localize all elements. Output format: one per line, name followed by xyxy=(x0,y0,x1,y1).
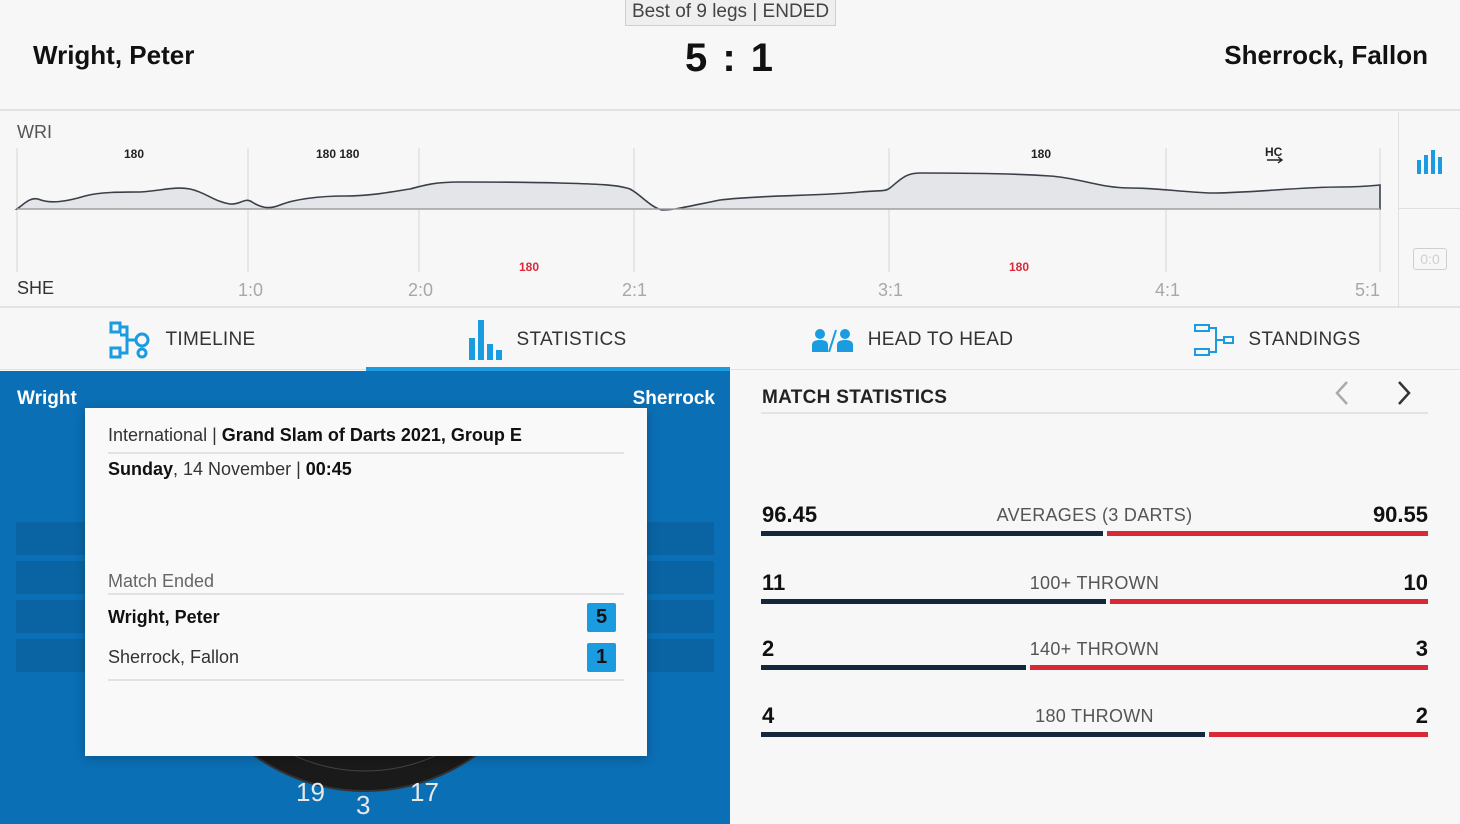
timeline-side-panel: 0:0 xyxy=(1398,112,1460,308)
high-checkout-arrow-icon xyxy=(1267,156,1284,164)
home-result-row: Wright, Peter 5 xyxy=(108,603,624,633)
momentum-chart: WRI SHE 180 180 180 180 HC 180 180 1:0 2… xyxy=(14,122,1381,300)
momentum-area xyxy=(14,172,1381,211)
match-date: , 14 November | xyxy=(173,459,306,479)
side-divider xyxy=(1399,208,1460,209)
leg-score-label: 2:0 xyxy=(408,280,433,300)
stat-row-140-plus: 2 140+ THROWN 3 xyxy=(761,636,1428,676)
stat-left-value: 11 xyxy=(762,570,786,595)
chevron-right-icon[interactable] xyxy=(1394,379,1414,407)
board-number: 19 xyxy=(296,777,325,807)
match-time: 00:45 xyxy=(305,459,352,479)
stat-bar-left xyxy=(761,732,1205,737)
stat-row-100-plus: 11 100+ THROWN 10 xyxy=(761,570,1428,610)
stat-left-value: 2 xyxy=(762,636,775,661)
board-number: 17 xyxy=(410,777,439,807)
bottom-marker: 180 xyxy=(519,260,539,274)
stat-right-value: 3 xyxy=(1415,636,1428,661)
leg-score-label: 3:1 xyxy=(878,280,903,300)
home-result-name: Wright, Peter xyxy=(108,607,220,627)
away-result-name: Sherrock, Fallon xyxy=(108,647,240,667)
timeline-bottom-label: SHE xyxy=(17,278,54,298)
leg-score-label: 2:1 xyxy=(622,280,647,300)
board-away-name: Sherrock xyxy=(632,388,715,409)
board-number: 3 xyxy=(356,790,370,820)
stat-bar-right xyxy=(1110,599,1428,604)
match-statistics-panel: MATCH STATISTICS 96.45 AVERAGES (3 DARTS… xyxy=(730,371,1460,824)
card-divider xyxy=(108,593,624,595)
stat-row-180: 4 180 THROWN 2 xyxy=(761,703,1428,743)
stat-label: 100+ THROWN xyxy=(1029,573,1160,593)
tab-standings[interactable]: STANDINGS xyxy=(1095,309,1460,370)
match-status: Match Ended xyxy=(108,571,215,591)
home-result-score: 5 xyxy=(587,603,616,632)
stat-left-value: 4 xyxy=(762,703,775,728)
stat-right-value: 10 xyxy=(1403,570,1428,595)
head-to-head-icon xyxy=(811,328,853,352)
stats-title: MATCH STATISTICS xyxy=(762,387,948,408)
competition-line: International | Grand Slam of Darts 2021… xyxy=(108,425,522,446)
date-line: Sunday, 14 November | 00:45 xyxy=(108,459,352,480)
tab-label: HEAD TO HEAD xyxy=(867,328,1014,350)
match-timeline[interactable]: WRI SHE 180 180 180 180 HC 180 180 1:0 2… xyxy=(0,112,1460,308)
tab-timeline[interactable]: TIMELINE xyxy=(0,309,365,370)
stat-bar-left xyxy=(761,531,1103,536)
stat-right-value: 90.55 xyxy=(1372,502,1428,527)
detail-tabs: TIMELINE STATISTICS HEAD TO HEAD xyxy=(0,309,1460,371)
stat-bar-left xyxy=(761,599,1106,604)
competition-name[interactable]: Grand Slam of Darts 2021, Group E xyxy=(221,425,522,445)
mini-score-box: 0:0 xyxy=(1413,248,1447,270)
timeline-top-label: WRI xyxy=(17,122,52,142)
stat-label: 180 THROWN xyxy=(1035,706,1154,726)
stats-divider xyxy=(761,412,1428,414)
separator: | xyxy=(212,425,217,445)
stat-bar-right xyxy=(1107,531,1428,536)
high-checkout-marker: HC xyxy=(1265,145,1283,159)
tab-label: STANDINGS xyxy=(1248,328,1361,350)
category: International xyxy=(108,425,208,445)
chevron-left-icon[interactable] xyxy=(1332,379,1352,407)
stat-right-value: 2 xyxy=(1415,703,1428,728)
stat-row-averages: 96.45 AVERAGES (3 DARTS) 90.55 xyxy=(761,502,1428,542)
tab-label: TIMELINE xyxy=(165,328,256,350)
leg-dividers xyxy=(16,148,1381,272)
leg-score-label: 5:1 xyxy=(1355,280,1380,300)
stat-bar-left xyxy=(761,665,1026,670)
match-day: Sunday xyxy=(108,459,174,479)
board-home-name: Wright xyxy=(17,388,77,409)
match-format-badge: Best of 9 legs | ENDED xyxy=(625,0,836,26)
leg-score-label: 4:1 xyxy=(1155,280,1180,300)
timeline-icon xyxy=(109,321,150,358)
tab-head-to-head[interactable]: HEAD TO HEAD xyxy=(730,309,1095,370)
leg-score-label: 1:0 xyxy=(238,280,263,300)
bar-chart-toggle-icon[interactable] xyxy=(1417,150,1443,174)
card-divider xyxy=(108,679,624,681)
away-result-row: Sherrock, Fallon 1 xyxy=(108,643,624,673)
tab-statistics[interactable]: STATISTICS xyxy=(365,309,730,371)
stat-label: AVERAGES (3 DARTS) xyxy=(996,505,1193,525)
bottom-marker: 180 xyxy=(1009,260,1029,274)
card-divider xyxy=(108,452,624,454)
stat-label: 140+ THROWN xyxy=(1029,639,1160,659)
away-player-name[interactable]: Sherrock, Fallon xyxy=(1224,40,1428,70)
top-marker: 180 180 xyxy=(316,147,360,161)
tab-label: STATISTICS xyxy=(516,328,627,350)
match-info-card: International | Grand Slam of Darts 2021… xyxy=(85,408,647,756)
top-marker: 180 xyxy=(1031,147,1051,161)
top-marker: 180 xyxy=(124,147,144,161)
match-score: 5 : 1 xyxy=(684,36,776,80)
home-player-name[interactable]: Wright, Peter xyxy=(33,40,195,70)
stat-left-value: 96.45 xyxy=(762,502,818,527)
statistics-icon xyxy=(468,319,502,360)
standings-icon xyxy=(1194,323,1235,356)
away-result-score: 1 xyxy=(587,643,616,672)
match-header: Best of 9 legs | ENDED Wright, Peter 5 :… xyxy=(0,0,1460,111)
stat-bar-right xyxy=(1209,732,1428,737)
stat-bar-right xyxy=(1030,665,1428,670)
